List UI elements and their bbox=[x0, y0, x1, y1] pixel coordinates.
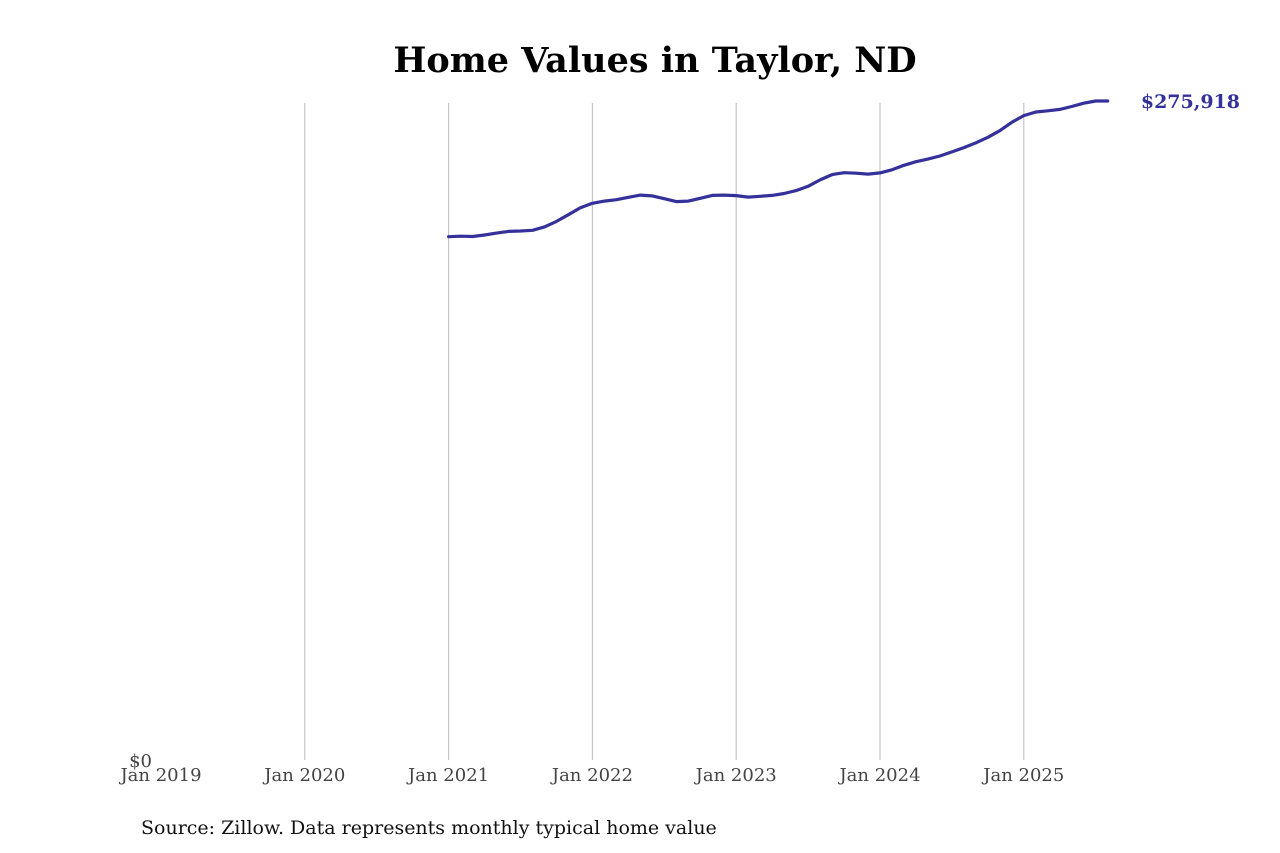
source-note: Source: Zillow. Data represents monthly … bbox=[141, 817, 717, 839]
series-line bbox=[447, 99, 1110, 239]
chart-title: Home Values in Taylor, ND bbox=[393, 40, 916, 81]
series-layer: $275,918 bbox=[447, 91, 1240, 239]
x-tick-label: Jan 2023 bbox=[694, 765, 777, 786]
x-axis-ticks: Jan 2019 Jan 2020 Jan 2021 Jan 2022 Jan 2023… bbox=[118, 765, 1064, 786]
y-axis-ticks: $0 bbox=[129, 751, 152, 772]
gridlines bbox=[304, 103, 1025, 760]
end-value-label: $275,918 bbox=[1141, 91, 1240, 113]
x-tick-label: Jan 2022 bbox=[550, 765, 633, 786]
x-tick-label: Jan 2024 bbox=[837, 765, 920, 786]
x-tick-label: Jan 2019 bbox=[118, 765, 201, 786]
y-tick-label: $0 bbox=[129, 751, 152, 772]
x-tick-label: Jan 2020 bbox=[262, 765, 345, 786]
x-tick-label: Jan 2021 bbox=[406, 765, 489, 786]
x-tick-label: Jan 2025 bbox=[981, 765, 1064, 786]
